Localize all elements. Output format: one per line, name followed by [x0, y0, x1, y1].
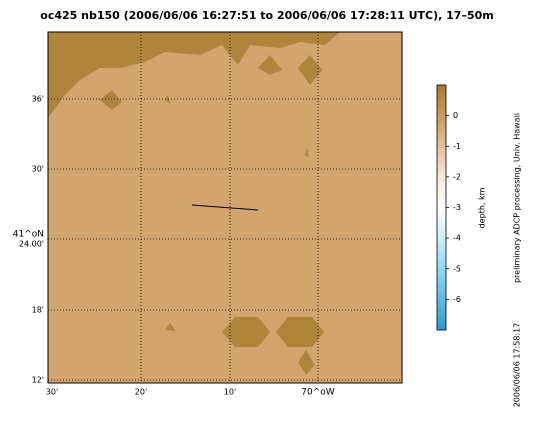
- shallow-area: [258, 55, 282, 75]
- lat-label: 18': [32, 306, 44, 315]
- timestamp: 2006/06/06 17:58:17: [513, 323, 522, 408]
- shallow-area: [222, 317, 270, 347]
- colorbar-scale: [436, 84, 447, 331]
- colorbar-label: depth, km: [478, 187, 487, 228]
- ship-track: [191, 204, 259, 211]
- colorbar-tick-label: -5: [453, 264, 461, 273]
- colorbar-tick-label: -6: [453, 295, 461, 304]
- map: [47, 31, 403, 384]
- colorbar: 0 -1 -2 -3 -4 -5 -6: [436, 84, 461, 331]
- shallow-area: [298, 55, 322, 85]
- shallow-area: [305, 148, 309, 157]
- colorbar-tick-label: -1: [453, 142, 461, 151]
- shallow-area: [276, 317, 324, 347]
- lon-label: 20': [135, 388, 147, 397]
- shallow-area: [165, 95, 170, 104]
- lon-label: 10': [224, 388, 236, 397]
- shallow-area: [165, 323, 176, 331]
- lat-label: 24.00': [19, 240, 44, 249]
- lon-label: 70^oW: [301, 388, 334, 398]
- side-note: preliminary ADCP processing, Univ. Hawai…: [513, 113, 522, 283]
- colorbar-tick-label: -4: [453, 234, 461, 243]
- map-frame: [47, 31, 403, 384]
- colorbar-tick-label: -2: [453, 172, 461, 181]
- lat-label: 30': [32, 165, 44, 174]
- shallow-area: [100, 90, 122, 110]
- lat-label: 41^oN: [13, 230, 44, 240]
- colorbar-tick-label: -3: [453, 203, 461, 212]
- grid: [48, 32, 402, 383]
- shallow-area: [298, 350, 315, 375]
- lat-label: 12': [32, 376, 44, 385]
- colorbar-tick-label: 0: [453, 111, 458, 120]
- shallow-area: [48, 32, 340, 118]
- lon-label: 30': [46, 388, 58, 397]
- lat-label: 36': [32, 95, 44, 104]
- title: oc425 nb150 (2006/06/06 16:27:51 to 2006…: [40, 9, 493, 22]
